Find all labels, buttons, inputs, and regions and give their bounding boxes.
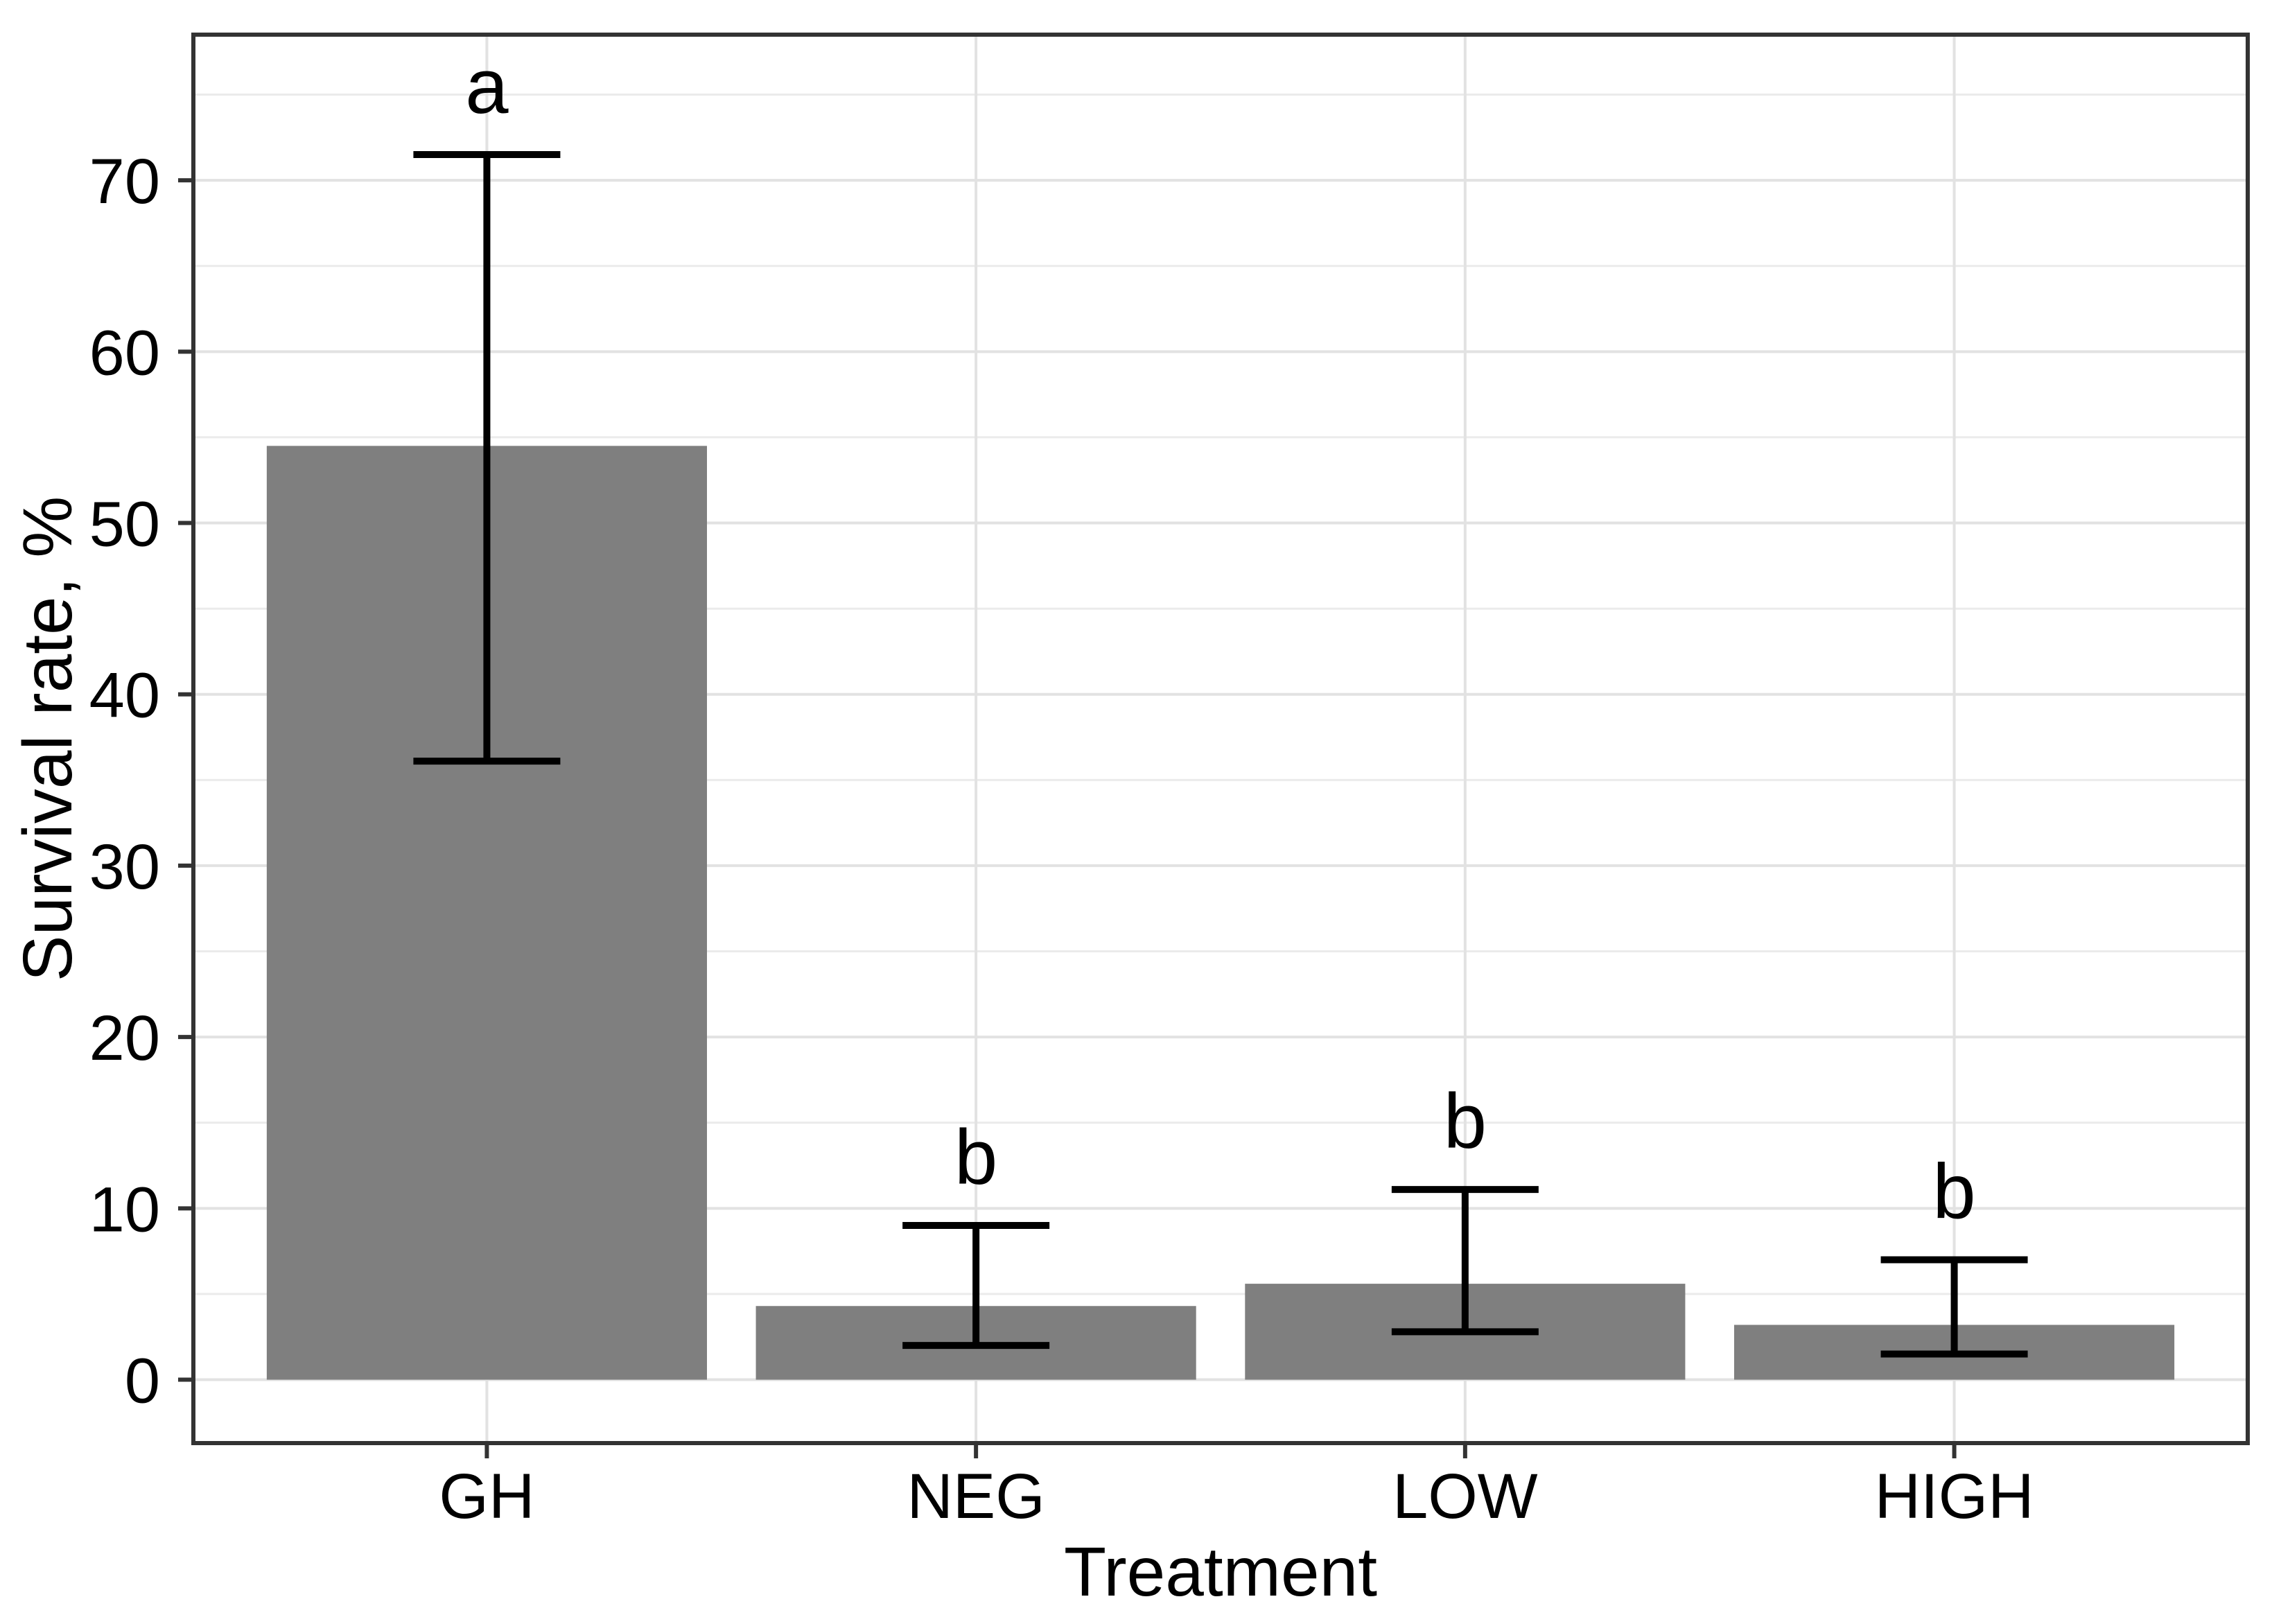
y-axis-tick-label: 60 [89, 317, 160, 388]
x-axis-tick-label-low: LOW [1392, 1461, 1538, 1532]
significance-letter-low: b [1444, 1078, 1487, 1164]
x-axis-tick-label-high: HIGH [1875, 1461, 2034, 1532]
y-axis-tick-label: 50 [89, 489, 160, 560]
y-axis-tick-label: 20 [89, 1003, 160, 1074]
y-axis-tick-label: 30 [89, 832, 160, 902]
y-axis-tick-label: 0 [125, 1346, 160, 1417]
panel-border [191, 33, 2250, 1445]
x-axis-tick-label-gh: GH [439, 1461, 534, 1532]
y-axis-title: Survival rate, % [9, 496, 87, 981]
significance-letter-neg: b [954, 1114, 997, 1200]
y-axis-tick-label: 70 [89, 146, 160, 217]
y-axis-tick-label: 40 [89, 661, 160, 731]
x-axis-title: Treatment [1064, 1533, 1377, 1611]
y-axis-tick-label: 10 [89, 1174, 160, 1245]
x-axis-tick-label-neg: NEG [907, 1461, 1045, 1532]
significance-letter-gh: a [465, 43, 509, 130]
significance-letter-high: b [1932, 1148, 1975, 1234]
